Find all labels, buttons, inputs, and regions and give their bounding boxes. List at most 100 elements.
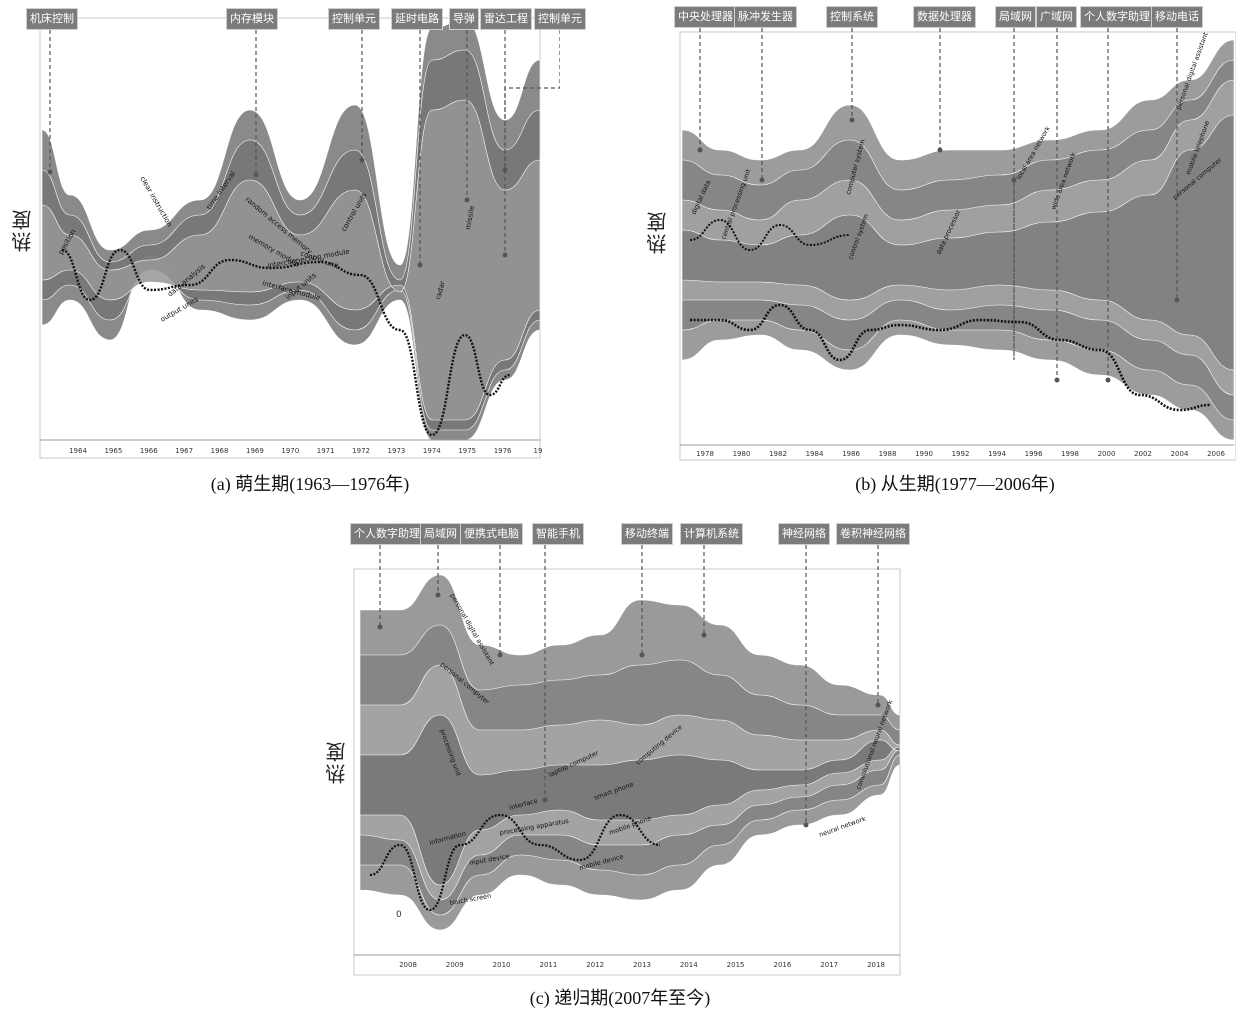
b-tick-14: 2006 xyxy=(1207,450,1225,458)
topic-tag-a-1-dot xyxy=(253,172,259,178)
caption-c: (c) 递归期(2007年至今) xyxy=(529,988,711,1008)
streamgraph-c: 0 2008 2009 2010 2011 2012 2013 2014 2015 2016 201… xyxy=(353,545,901,976)
topic-tag-c-1: 局域网 xyxy=(420,523,461,545)
topic-tag-c-4-dot xyxy=(639,652,645,658)
topic-tag-b-6-dot xyxy=(1105,377,1111,383)
topic-tag-c-3: 智能手机 xyxy=(532,523,584,545)
topic-tag-a-5-dot xyxy=(502,252,508,258)
topic-tag-c-2: 便携式电脑 xyxy=(460,523,523,545)
a-tick-2: 1966 xyxy=(140,447,158,455)
zero-label-c: 0 xyxy=(396,910,402,920)
topic-tag-b-3: 数据处理器 xyxy=(913,6,976,28)
b-tick-10: 1998 xyxy=(1061,450,1079,458)
topic-tag-a-2-dot xyxy=(359,157,365,163)
c-tick-7: 2015 xyxy=(727,961,745,969)
topic-tag-c-4: 移动终端 xyxy=(621,523,673,545)
streamgraph-a: 1964 1965 1966 1967 1968 1969 1970 1971 1972 1973… xyxy=(39,17,560,459)
topic-tag-b-5-dot xyxy=(1054,377,1060,383)
a-tick-10: 1974 xyxy=(423,447,441,455)
a-tick-4: 1968 xyxy=(211,447,229,455)
caption-b: (b) 从生期(1977—2006年) xyxy=(855,474,1055,494)
topic-tag-a-6-dot xyxy=(502,167,508,173)
panel-a: 1964 1965 1966 1967 1968 1969 1970 1971 1972 1973… xyxy=(0,0,586,460)
c-tick-3: 2011 xyxy=(539,961,557,969)
streamgraph-b: 1978 1980 1982 1984 1986 1988 1990 1992 1994 1996… xyxy=(679,28,1236,461)
topic-tag-c-3-dot xyxy=(542,797,548,803)
stream-b-core xyxy=(681,114,1235,371)
topic-tag-b-2-dot xyxy=(849,117,855,123)
a-tick-11: 1975 xyxy=(458,447,476,455)
b-tick-4: 1986 xyxy=(842,450,860,458)
y-axis-label-a: 热度 xyxy=(11,208,35,252)
stream-a-inner xyxy=(41,99,541,421)
b-tick-12: 2002 xyxy=(1134,450,1152,458)
stream-c-core xyxy=(359,714,901,886)
c-tick-0: 2008 xyxy=(399,961,417,969)
topic-tag-c-6: 神经网络 xyxy=(778,523,830,545)
c-tick-8: 2016 xyxy=(773,961,791,969)
y-axis-label-c: 热度 xyxy=(325,740,349,784)
topic-tag-c-5-dot xyxy=(701,632,707,638)
stream-b-label-trace-2 xyxy=(689,218,851,252)
topic-tag-a-2: 控制单元 xyxy=(328,8,380,30)
a-tick-6: 1970 xyxy=(281,447,299,455)
topic-tag-c-0: 个人数字助理 xyxy=(350,523,424,545)
topic-tag-a-0-dot xyxy=(47,169,53,175)
stream-b-label-trace xyxy=(689,303,1211,412)
topic-tag-c-6-dot xyxy=(803,822,809,828)
topic-tag-c-1-dot xyxy=(435,592,441,598)
a-tick-0: 1964 xyxy=(69,447,87,455)
b-tick-6: 1990 xyxy=(915,450,933,458)
topic-tag-b-1-dot xyxy=(759,177,765,183)
a-tick-8: 1972 xyxy=(352,447,370,455)
topic-tag-c-7-dot xyxy=(875,702,881,708)
topic-tag-b-6: 个人数字助理 xyxy=(1080,6,1154,28)
b-tick-5: 1988 xyxy=(879,450,897,458)
topic-tag-b-7-dot xyxy=(1174,297,1180,303)
topic-tag-b-0-dot xyxy=(697,147,703,153)
topic-tag-b-5: 广域网 xyxy=(1036,6,1077,28)
a-tick-13: 19 xyxy=(534,447,543,455)
topic-tag-c-0-dot xyxy=(377,624,383,630)
topic-tag-c-5: 计算机系统 xyxy=(680,523,743,545)
topic-tag-a-4-dot xyxy=(464,197,470,203)
topic-tag-a-6-leader xyxy=(504,30,560,170)
a-tick-5: 1969 xyxy=(246,447,264,455)
topic-tag-a-4: 导弹 xyxy=(449,8,479,30)
topic-tag-a-3-dot xyxy=(417,262,423,268)
b-tick-13: 2004 xyxy=(1171,450,1189,458)
c-tick-6: 2014 xyxy=(680,961,698,969)
topic-tag-c-2-dot xyxy=(497,652,503,658)
topic-tag-a-5: 雷达工程 xyxy=(480,8,532,30)
a-tick-7: 1971 xyxy=(317,447,335,455)
topic-tag-b-7: 移动电话 xyxy=(1151,6,1203,28)
topic-tag-a-3: 延时电路 xyxy=(391,8,443,30)
a-tick-12: 1976 xyxy=(494,447,512,455)
b-tick-3: 1984 xyxy=(806,450,824,458)
topic-tag-a-0: 机床控制 xyxy=(26,8,78,30)
topic-tag-b-2: 控制系统 xyxy=(826,6,878,28)
topic-tag-b-3-dot xyxy=(937,147,943,153)
stream-a-label-trace xyxy=(61,248,511,437)
b-tick-7: 1992 xyxy=(952,450,970,458)
topic-tag-b-0: 中央处理器 xyxy=(674,6,737,28)
topic-tag-b-1: 脉冲发生器 xyxy=(734,6,797,28)
c-tick-2: 2010 xyxy=(493,961,511,969)
caption-a: (a) 萌生期(1963—1976年) xyxy=(210,474,410,494)
b-tick-1: 1980 xyxy=(733,450,751,458)
c-tick-4: 2012 xyxy=(586,961,604,969)
c-tick-9: 2017 xyxy=(820,961,838,969)
a-tick-9: 1973 xyxy=(388,447,406,455)
topic-tag-b-4-dot xyxy=(1011,177,1017,183)
c-tick-10: 2018 xyxy=(867,961,885,969)
b-tick-2: 1982 xyxy=(769,450,787,458)
b-tick-9: 1996 xyxy=(1025,450,1043,458)
b-tick-0: 1978 xyxy=(696,450,714,458)
topic-tag-a-1: 内存模块 xyxy=(226,8,278,30)
topic-tag-a-6: 控制单元 xyxy=(534,8,586,30)
a-tick-3: 1967 xyxy=(175,447,193,455)
topic-tag-c-7: 卷积神经网络 xyxy=(836,523,910,545)
a-tick-1: 1965 xyxy=(104,447,122,455)
c-tick-5: 2013 xyxy=(633,961,651,969)
c-tick-1: 2009 xyxy=(446,961,464,969)
